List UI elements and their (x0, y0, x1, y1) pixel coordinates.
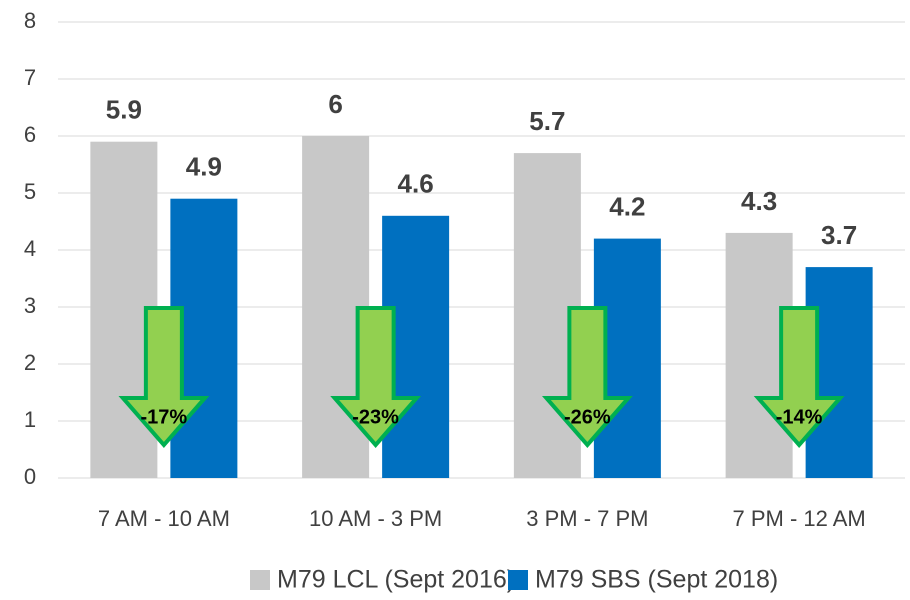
x-tick-label: 3 PM - 7 PM (526, 506, 648, 531)
value-label: 3.7 (821, 220, 857, 250)
annotation: -23% (352, 406, 399, 428)
annotation: -14% (776, 406, 823, 428)
value-label: 4.3 (741, 186, 777, 216)
y-tick-label: 8 (24, 8, 36, 33)
y-tick-label: 2 (24, 350, 36, 375)
annotation: -26% (564, 406, 611, 428)
x-tick-label: 7 PM - 12 AM (732, 506, 865, 531)
y-tick-label: 0 (24, 464, 36, 489)
arrow (541, 306, 633, 449)
arrow (330, 306, 422, 449)
y-tick-label: 4 (24, 236, 36, 261)
value-label: 4.6 (398, 169, 434, 199)
x-tick-label: 7 AM - 10 AM (98, 506, 230, 531)
y-tick-label: 5 (24, 179, 36, 204)
value-label: 5.7 (529, 106, 565, 136)
x-tick-label: 10 AM - 3 PM (309, 506, 442, 531)
arrow (118, 306, 210, 449)
y-tick-label: 6 (24, 122, 36, 147)
y-tick-label: 1 (24, 407, 36, 432)
legend-swatch (250, 570, 270, 590)
y-tick-label: 3 (24, 293, 36, 318)
value-label: 5.9 (106, 95, 142, 125)
legend-label: M79 SBS (Sept 2018) (535, 566, 778, 594)
value-label: 4.2 (609, 191, 645, 221)
value-label: 6 (328, 89, 342, 119)
value-label: 4.9 (186, 152, 222, 182)
legend-label: M79 LCL (Sept 2016) (277, 566, 515, 594)
arrow (753, 306, 845, 449)
annotation: -17% (141, 406, 188, 428)
y-tick-label: 7 (24, 65, 36, 90)
legend-swatch (508, 570, 528, 590)
